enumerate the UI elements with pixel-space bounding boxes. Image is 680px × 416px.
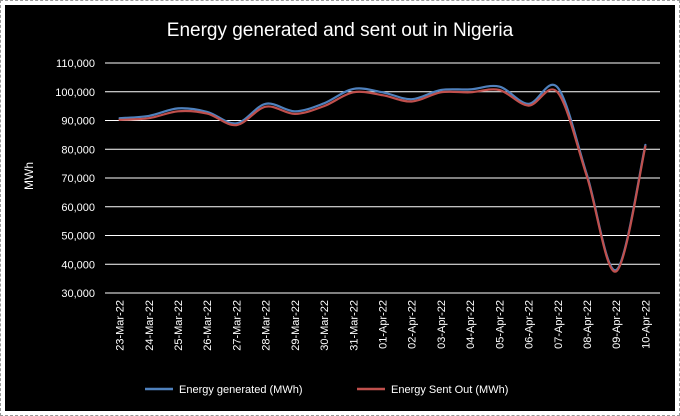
x-tick-label: 04-Apr-22 <box>465 300 477 349</box>
x-tick-label: 26-Mar-22 <box>202 300 214 351</box>
x-tick-label: 09-Apr-22 <box>611 300 623 349</box>
legend: Energy generated (MWh) Energy Sent Out (M… <box>145 384 508 396</box>
y-axis-label: MWh <box>22 162 36 190</box>
x-tick-label: 29-Mar-22 <box>290 300 302 351</box>
x-tick-label: 30-Mar-22 <box>319 300 331 351</box>
y-tick-label: 50,000 <box>61 231 95 243</box>
x-tick-label: 08-Apr-22 <box>582 300 594 349</box>
x-tick-label: 24-Mar-22 <box>144 300 156 351</box>
x-tick-label: 10-Apr-22 <box>640 300 652 349</box>
line-chart: Energy generated and sent out in Nigeria… <box>22 20 660 396</box>
y-tick-label: 60,000 <box>61 202 95 214</box>
y-tick-label: 100,000 <box>55 87 95 99</box>
x-tick-label: 23-Mar-22 <box>115 300 127 351</box>
x-tick-label: 06-Apr-22 <box>524 300 536 349</box>
y-axis-ticks: 30,000 40,000 50,000 60,000 70,000 80,000 90,0… <box>55 58 95 300</box>
x-tick-label: 03-Apr-22 <box>436 300 448 349</box>
x-tick-label: 05-Apr-22 <box>494 300 506 349</box>
x-tick-label: 27-Mar-22 <box>231 300 243 351</box>
y-tick-label: 70,000 <box>61 173 95 185</box>
legend-label: Energy generated (MWh) <box>179 384 303 396</box>
y-tick-label: 110,000 <box>56 58 95 70</box>
x-tick-label: 01-Apr-22 <box>378 300 390 349</box>
legend-label: Energy Sent Out (MWh) <box>391 384 508 396</box>
x-tick-label: 25-Mar-22 <box>173 300 185 351</box>
series-lines <box>118 83 647 273</box>
x-tick-label: 28-Mar-22 <box>261 300 273 351</box>
x-tick-label: 31-Mar-22 <box>348 300 360 351</box>
x-tick-label: 07-Apr-22 <box>553 300 565 349</box>
y-tick-label: 90,000 <box>61 116 95 128</box>
y-tick-label: 80,000 <box>61 144 95 156</box>
x-axis-ticks: 23-Mar-22 24-Mar-22 25-Mar-22 26-Mar-22 27-M… <box>115 300 653 351</box>
gridlines <box>105 62 660 294</box>
chart-title: Energy generated and sent out in Nigeria <box>167 20 514 41</box>
y-tick-label: 30,000 <box>61 288 95 300</box>
y-tick-label: 40,000 <box>61 259 95 271</box>
x-tick-label: 02-Apr-22 <box>407 300 419 349</box>
series-line-2 <box>118 88 647 273</box>
chart-area: Energy generated and sent out in Nigeria… <box>5 5 675 411</box>
